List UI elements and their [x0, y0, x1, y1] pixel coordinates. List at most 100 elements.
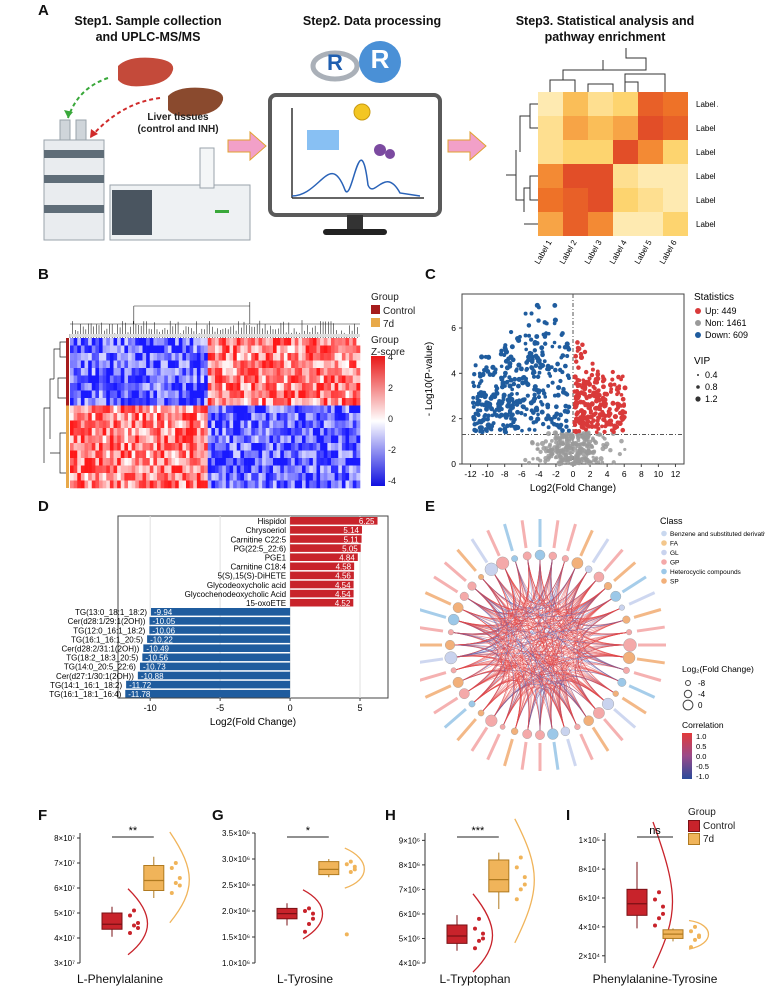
- point-up: [581, 409, 587, 415]
- heatmap-cell: [251, 360, 256, 369]
- heatmap-cell: [128, 420, 132, 429]
- heatmap-cell: [91, 420, 96, 429]
- heatmap-cell: [240, 413, 245, 421]
- point-non: [531, 457, 535, 461]
- heatmap-cell: [563, 116, 588, 140]
- heatmap-cell: [120, 360, 125, 369]
- point-up: [575, 402, 580, 406]
- point-down: [492, 394, 498, 400]
- heatmap-cell: [99, 420, 103, 429]
- heatmap-cell: [312, 450, 317, 459]
- heatmap-cell: [117, 353, 122, 361]
- heatmap-cell: [331, 480, 335, 489]
- heatmap-cell: [251, 420, 256, 429]
- heatmap-cell: [225, 428, 230, 436]
- point-down: [555, 361, 560, 367]
- heatmap-cell: [334, 360, 339, 369]
- point-non: [590, 445, 595, 449]
- point-up: [619, 403, 624, 408]
- heatmap-cell: [153, 383, 158, 391]
- heatmap-cell: [167, 405, 172, 414]
- data-point: [473, 946, 477, 951]
- data-point: [311, 916, 315, 921]
- box-legend-7d: 7d: [688, 833, 735, 847]
- heatmap-cell: [128, 368, 132, 376]
- heatmap-cell: [160, 368, 165, 376]
- heatmap-cell: [91, 368, 96, 376]
- heatmap-cell: [563, 188, 588, 212]
- heatmap-cell: [294, 360, 299, 369]
- heatmap-cell: [247, 443, 252, 451]
- y-tick-label: 0: [451, 459, 456, 469]
- heatmap-cell: [298, 458, 303, 466]
- heatmap-cell: [149, 398, 154, 406]
- heatmap-cell: [106, 338, 111, 346]
- heatmap-cell: [320, 338, 325, 346]
- heatmap-cell: [84, 368, 89, 376]
- heatmap-cell: [124, 435, 129, 444]
- heatmap-cell: [331, 473, 335, 481]
- heatmap-cell: [265, 428, 270, 436]
- heatmap-cell: [331, 345, 335, 354]
- heatmap-cell: [280, 413, 285, 421]
- heatmap-cell: [240, 398, 245, 406]
- heatmap-cell: [331, 420, 335, 429]
- heatmap-cell: [345, 390, 350, 399]
- point-down: [478, 429, 483, 434]
- heatmap-cell: [276, 443, 281, 451]
- heatmap-cell: [352, 443, 357, 451]
- heatmap-cell: [309, 420, 314, 429]
- point-down: [536, 412, 540, 417]
- bar-value-label: 5.14: [343, 526, 359, 535]
- heatmap-cell: [120, 383, 125, 391]
- heatmap-cell: [269, 480, 274, 489]
- heatmap-cell: [276, 473, 281, 481]
- heatmap-cell: [99, 465, 103, 474]
- heatmap-cell: [258, 435, 263, 444]
- heatmap-cell: [189, 375, 194, 384]
- point-down: [530, 357, 535, 362]
- heatmap-cell: [341, 398, 346, 406]
- data-point: [514, 865, 519, 870]
- heatmap-cell: [229, 353, 234, 361]
- heatmap-cell: [254, 465, 259, 474]
- heatmap-cell: [352, 405, 357, 414]
- point-down: [507, 361, 513, 367]
- point-down: [542, 320, 548, 325]
- heatmap-cell: [182, 345, 187, 354]
- heatmap-cell: [294, 435, 299, 444]
- heatmap-cell: [302, 473, 306, 481]
- heatmap-cell: [153, 375, 158, 384]
- heatmap-cell: [211, 398, 216, 406]
- heatmap-cell: [157, 473, 161, 481]
- heatmap-cell: [204, 360, 209, 369]
- heatmap-cell: [334, 435, 339, 444]
- heatmap-cell: [171, 383, 176, 391]
- bar-value-label: -10.56: [145, 654, 168, 663]
- heatmap-cell: [265, 480, 270, 489]
- heatmap-cell: [153, 360, 158, 369]
- heatmap-cell: [356, 368, 361, 376]
- point-non: [573, 457, 578, 462]
- heatmap-cell: [77, 383, 82, 391]
- heatmap-cell: [312, 480, 317, 489]
- heatmap-cell: [320, 443, 325, 451]
- bar: [290, 571, 354, 580]
- heatmap-cell: [91, 413, 96, 421]
- heatmap-cell: [142, 353, 147, 361]
- heatmap-cell: [99, 435, 103, 444]
- heatmap-cell: [200, 480, 205, 489]
- heatmap-cell: [291, 465, 296, 474]
- heatmap-cell: [258, 480, 263, 489]
- point-up: [610, 369, 615, 375]
- heatmap-cell: [120, 390, 125, 399]
- point-down: [534, 355, 541, 361]
- heatmap-cell: [287, 450, 292, 459]
- heatmap-cell: [88, 368, 93, 376]
- heatmap-cell: [240, 345, 245, 354]
- heatmap-cell: [240, 473, 245, 481]
- point-down: [473, 363, 478, 368]
- heatmap-cell: [236, 405, 241, 414]
- heatmap-cell: [240, 405, 245, 414]
- heatmap-cell: [182, 465, 187, 474]
